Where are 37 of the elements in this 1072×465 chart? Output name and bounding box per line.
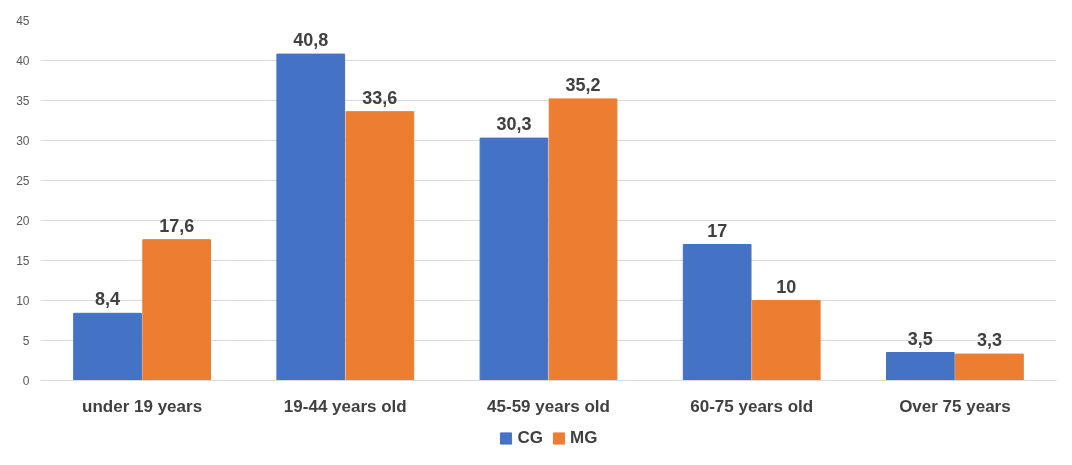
bar: [479, 137, 549, 381]
y-tick-label: 40: [16, 54, 30, 68]
data-label: 3,5: [907, 328, 933, 349]
data-label: 8,4: [95, 289, 121, 310]
y-tick-label: 0: [22, 374, 30, 388]
x-tick-label: Over 75 years: [899, 396, 1011, 416]
legend-label: MG: [570, 428, 598, 448]
data-label: 33,6: [362, 87, 398, 108]
y-tick-label: 15: [16, 254, 30, 268]
y-tick-label: 20: [16, 214, 30, 228]
y-tick-label: 5: [22, 334, 30, 348]
bar: [345, 111, 415, 381]
x-tick-label: 60-75 years old: [690, 396, 814, 416]
data-label: 3,3: [976, 330, 1002, 351]
bar: [548, 98, 618, 381]
data-label: 30,3: [496, 114, 532, 135]
bar: [142, 239, 211, 381]
bar: [682, 244, 752, 381]
bar: [955, 353, 1024, 381]
bar: [73, 312, 142, 381]
data-label: 17: [707, 220, 728, 241]
bar: [886, 352, 955, 381]
data-label: 10: [776, 276, 797, 297]
x-tick-label: 19-44 years old: [283, 396, 407, 416]
x-tick-label: 45-59 years old: [487, 396, 610, 416]
y-tick-label: 30: [16, 134, 30, 148]
bar: [276, 53, 346, 381]
x-tick-label: under 19 years: [82, 396, 203, 416]
y-tick-label: 35: [16, 94, 30, 108]
y-tick-label: 25: [16, 174, 30, 188]
data-label: 17,6: [159, 215, 195, 236]
bar: [751, 300, 821, 381]
legend-label: CG: [517, 428, 544, 448]
data-label: 40,8: [293, 30, 329, 51]
y-tick-label: 10: [16, 294, 30, 308]
y-tick-label: 45: [16, 14, 30, 28]
data-label: 35,2: [565, 74, 601, 95]
